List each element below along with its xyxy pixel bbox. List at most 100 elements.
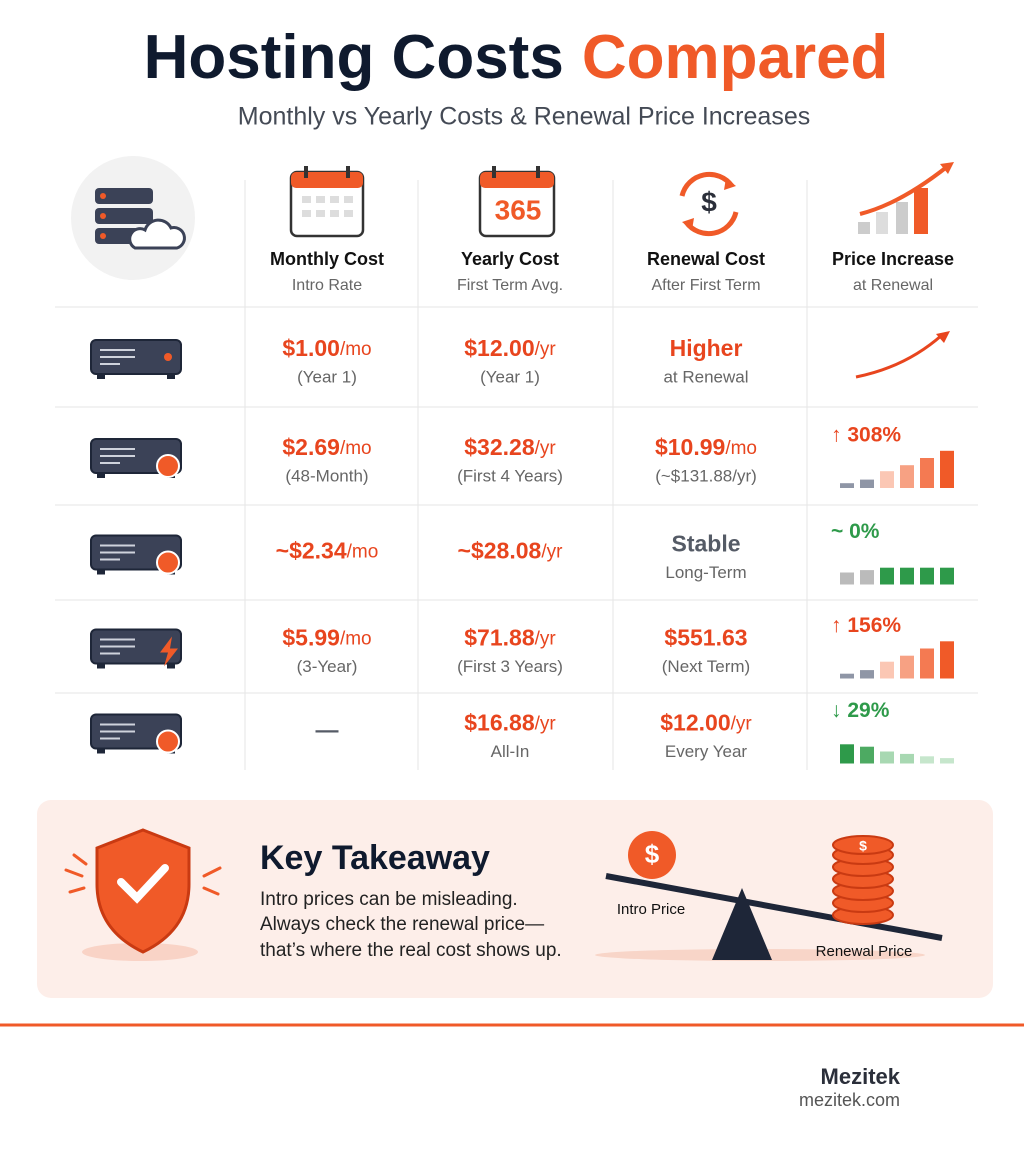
server-foot [97,374,105,379]
cell-value: $1.00/mo [282,335,371,361]
intro-price-label: Intro Price [617,901,685,918]
cell-value: $10.99/mo [655,434,757,460]
price: Stable [671,531,740,557]
price-unit: /yr [541,542,563,563]
price-unit: /mo [725,438,757,459]
cell-note: Every Year [665,742,748,761]
server-foot [97,748,105,754]
column-subtitle: at Renewal [853,277,933,294]
trend-arrow [855,333,943,379]
shield-icon [64,828,222,961]
price: $16.88 [464,710,535,736]
trend-bar [840,744,854,764]
increase-label: ↓ 29% [831,699,890,722]
price: — [316,717,339,743]
brand-url: mezitek.com [799,1090,900,1110]
trend-bar [920,756,934,764]
price-unit: /mo [347,542,379,563]
cell-value: ~$28.08/yr [458,538,564,564]
price: $5.99 [282,625,340,651]
column-subtitle: After First Term [651,277,760,294]
trend-arrowhead [936,331,950,343]
price-unit: /yr [535,339,557,360]
server-badge [156,550,180,575]
price-unit: /mo [340,629,372,650]
server-foot [97,569,105,575]
server-icon [90,713,182,754]
cell-value: $5.99/mo [282,625,371,651]
takeaway-line: Always check the renewal price— [260,914,544,935]
server-badge [156,729,180,754]
trend-bar [900,567,914,585]
title-dark: Hosting Costs [144,23,564,92]
column-title: Monthly Cost [270,249,384,269]
price-unit: /yr [731,714,753,735]
price-unit: /yr [535,438,557,459]
renewal-icon: $ [679,171,739,237]
renewal-price-label: Renewal Price [816,943,913,960]
coin-dollar: $ [645,839,660,869]
server-led [164,353,172,361]
server-icon [90,534,182,575]
cell-value: $16.88/yr [464,710,556,736]
calendar-number: 365 [495,194,542,225]
growth-icon [858,162,954,234]
server-foot [97,473,105,478]
trend-bar [840,483,854,488]
price: $1.00 [282,335,340,361]
title: Hosting Costs Compared [144,23,889,92]
cell-note: Long-Term [665,563,746,582]
server-icon [90,438,182,478]
hosting-icon [71,156,195,280]
column-subtitle: First Term Avg. [457,277,563,294]
cell-note: (Next Term) [662,657,750,676]
trend-bar [860,746,874,764]
server-badge [160,636,178,667]
server-badge [156,454,180,478]
cell-note: at Renewal [663,367,748,386]
price-unit: /yr [535,714,557,735]
price: Higher [670,335,743,361]
column-title: Price Increase [832,249,954,269]
trend-bar [860,670,874,679]
cell-note: (First 3 Years) [457,657,563,676]
price: ~$28.08 [458,538,542,564]
trend-bar [900,655,914,679]
trend-bar [880,751,894,764]
server-foot [97,663,105,669]
server-body [90,339,182,375]
cost-table: Monthly Cost Intro Rate Yearly Cost First T… [55,180,978,770]
trend-bar [840,673,854,679]
increase-label: ↑ 156% [831,614,901,637]
takeaway-line: Intro prices can be misleading. [260,889,518,910]
cell-value: Stable [671,531,740,557]
cell-value: $71.88/yr [464,625,556,651]
server-icon [90,339,182,379]
price: $10.99 [655,434,725,460]
cell-note: (First 4 Years) [457,466,563,485]
price: $32.28 [464,434,535,460]
cell-note: (Year 1) [297,367,357,386]
calendar-365-icon: 365 [478,166,556,238]
trend-bar [940,567,954,585]
price-unit: /yr [535,629,557,650]
cell-value: $2.69/mo [282,434,371,460]
brand: Mezitek [821,1064,901,1089]
trend-bar [940,450,954,488]
trend-bar [880,471,894,488]
cell-note: (Year 1) [480,367,540,386]
cell-note: All-In [491,742,530,761]
takeaway-title: Key Takeaway [260,839,490,877]
trend-bar [920,648,934,679]
server-foot [167,663,175,669]
calendar-icon [289,166,365,238]
server-body [90,628,182,665]
price: $2.69 [282,434,340,460]
increase-label: ~ 0% [831,520,880,543]
cell-value: $551.63 [664,625,747,651]
cell-value: $12.00/yr [660,710,752,736]
price: ~$2.34 [276,538,347,564]
cell-value: Higher [670,335,743,361]
cell-value: $32.28/yr [464,434,556,460]
